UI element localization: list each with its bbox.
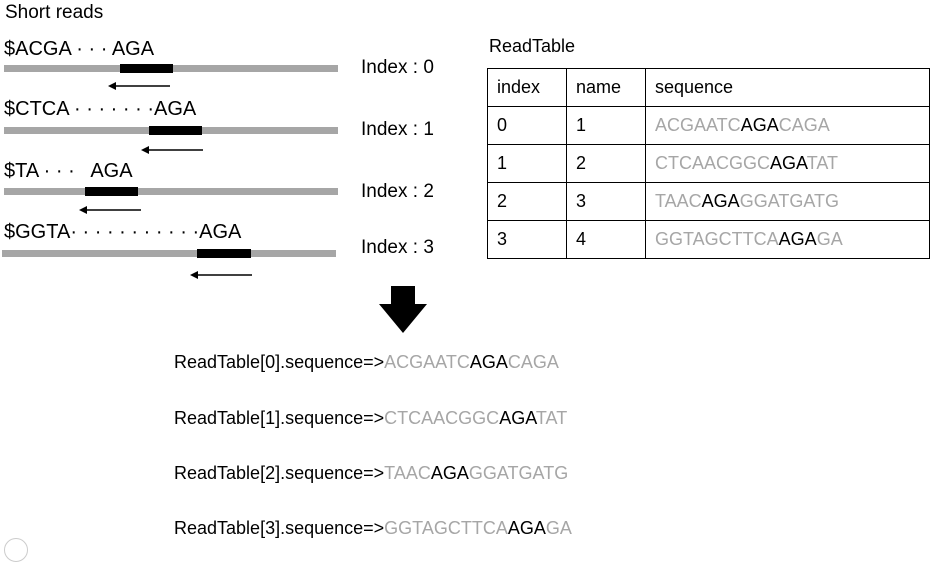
read-label: $CTCA · · · · · · ·AGA (4, 98, 196, 121)
read-prefix: $GGTA (4, 221, 71, 243)
table-row: 2 3 TAACAGAGGATGATG (487, 182, 930, 221)
read-bar (2, 250, 336, 257)
result-prefix: ReadTable[2].sequence=> (174, 463, 385, 483)
sequence-segment: CAGA (778, 115, 830, 135)
motif-mark (149, 126, 202, 135)
table-row: 1 2 CTCAACGGCAGATAT (487, 144, 930, 183)
cell-index: 1 (487, 144, 567, 183)
sequence-segment: TAT (806, 153, 839, 173)
read-bar (4, 188, 338, 195)
sequence-segment: GGATGATG (739, 191, 840, 211)
down-arrow-icon (379, 286, 427, 333)
cell-index: 3 (487, 220, 567, 259)
sequence-segment: TAAC (655, 191, 702, 211)
table-header-row: index name sequence (487, 68, 930, 107)
sequence-segment: CTCAACGGC (384, 408, 500, 428)
read-motif: AGA (154, 98, 197, 120)
column-header-sequence: sequence (645, 68, 930, 107)
sequence-segment: GGATGATG (468, 463, 569, 483)
left-arrow-icon (108, 82, 170, 90)
sequence-segment: CTCAACGGC (655, 153, 771, 173)
cell-name: 1 (566, 106, 646, 145)
result-prefix: ReadTable[0].sequence=> (174, 352, 385, 372)
column-header-name: name (566, 68, 646, 107)
read-prefix: $CTCA (4, 98, 69, 120)
cell-sequence: TAACAGAGGATGATG (645, 182, 930, 221)
read-dots: · · · (70, 38, 112, 60)
cell-name: 4 (566, 220, 646, 259)
sequence-motif: AGA (770, 153, 807, 173)
read-label: $TA · · · AGA (4, 160, 133, 183)
result-line: ReadTable[0].sequence=>ACGAATCAGACAGA (174, 352, 559, 373)
sequence-segment: GGTAGCTTCA (655, 229, 779, 249)
cell-sequence: ACGAATCAGACAGA (645, 106, 930, 145)
read-motif: AGA (199, 221, 242, 243)
result-line: ReadTable[2].sequence=>TAACAGAGGATGATG (174, 463, 568, 484)
readtable: index name sequence 0 1 ACGAATCAGACAGA 1 2 CT… (487, 68, 930, 259)
sequence-motif: AGA (469, 352, 508, 372)
corner-circle (4, 538, 28, 562)
read-prefix: $TA (4, 160, 39, 182)
table-row: 0 1 ACGAATCAGACAGA (487, 106, 930, 145)
sequence-motif: AGA (740, 115, 779, 135)
left-arrow-icon (79, 206, 141, 214)
result-line: ReadTable[1].sequence=>CTCAACGGCAGATAT (174, 408, 567, 429)
result-prefix: ReadTable[1].sequence=> (174, 408, 385, 428)
sequence-segment: TAAC (384, 463, 431, 483)
sequence-segment: GGTAGCTTCA (384, 518, 508, 538)
column-header-index: index (487, 68, 567, 107)
result-prefix: ReadTable[3].sequence=> (174, 518, 385, 538)
sequence-segment: ACGAATC (655, 115, 741, 135)
read-dots: · · · · · · · · · · · (70, 221, 200, 243)
readtable-title: ReadTable (489, 36, 576, 56)
cell-sequence: CTCAACGGCAGATAT (645, 144, 930, 183)
cell-name: 3 (566, 182, 646, 221)
short-reads-title: Short reads (5, 2, 104, 23)
result-line: ReadTable[3].sequence=>GGTAGCTTCAAGAGA (174, 518, 572, 539)
index-label: Index : 0 (361, 57, 434, 78)
sequence-segment: ACGAATC (384, 352, 470, 372)
index-label: Index : 2 (361, 181, 434, 202)
index-label: Index : 1 (361, 119, 434, 140)
sequence-motif: AGA (701, 191, 740, 211)
read-motif: AGA (111, 38, 155, 60)
index-label: Index : 3 (361, 237, 434, 258)
sequence-motif: AGA (778, 229, 817, 249)
left-arrow-icon (141, 146, 203, 154)
sequence-segment: GA (816, 229, 843, 249)
table-row: 3 4 GGTAGCTTCAAGAGA (487, 220, 930, 259)
read-label: $GGTA· · · · · · · · · · ·AGA (4, 221, 241, 244)
sequence-motif: AGA (499, 408, 536, 428)
sequence-motif: AGA (430, 463, 469, 483)
read-label: $ACGA · · · AGA (4, 38, 154, 61)
sequence-motif: AGA (507, 518, 546, 538)
cell-name: 2 (566, 144, 646, 183)
sequence-segment: CAGA (507, 352, 559, 372)
motif-mark (197, 249, 251, 258)
sequence-segment: TAT (535, 408, 568, 428)
left-arrow-icon (190, 271, 252, 279)
read-prefix: $ACGA (4, 38, 71, 60)
cell-sequence: GGTAGCTTCAAGAGA (645, 220, 930, 259)
read-motif: AGA (90, 160, 133, 182)
motif-mark (120, 64, 173, 73)
cell-index: 0 (487, 106, 567, 145)
sequence-segment: GA (545, 518, 572, 538)
read-dots: · · · · · · · (68, 98, 154, 120)
cell-index: 2 (487, 182, 567, 221)
read-dots: · · · (38, 160, 91, 182)
motif-mark (85, 187, 138, 196)
